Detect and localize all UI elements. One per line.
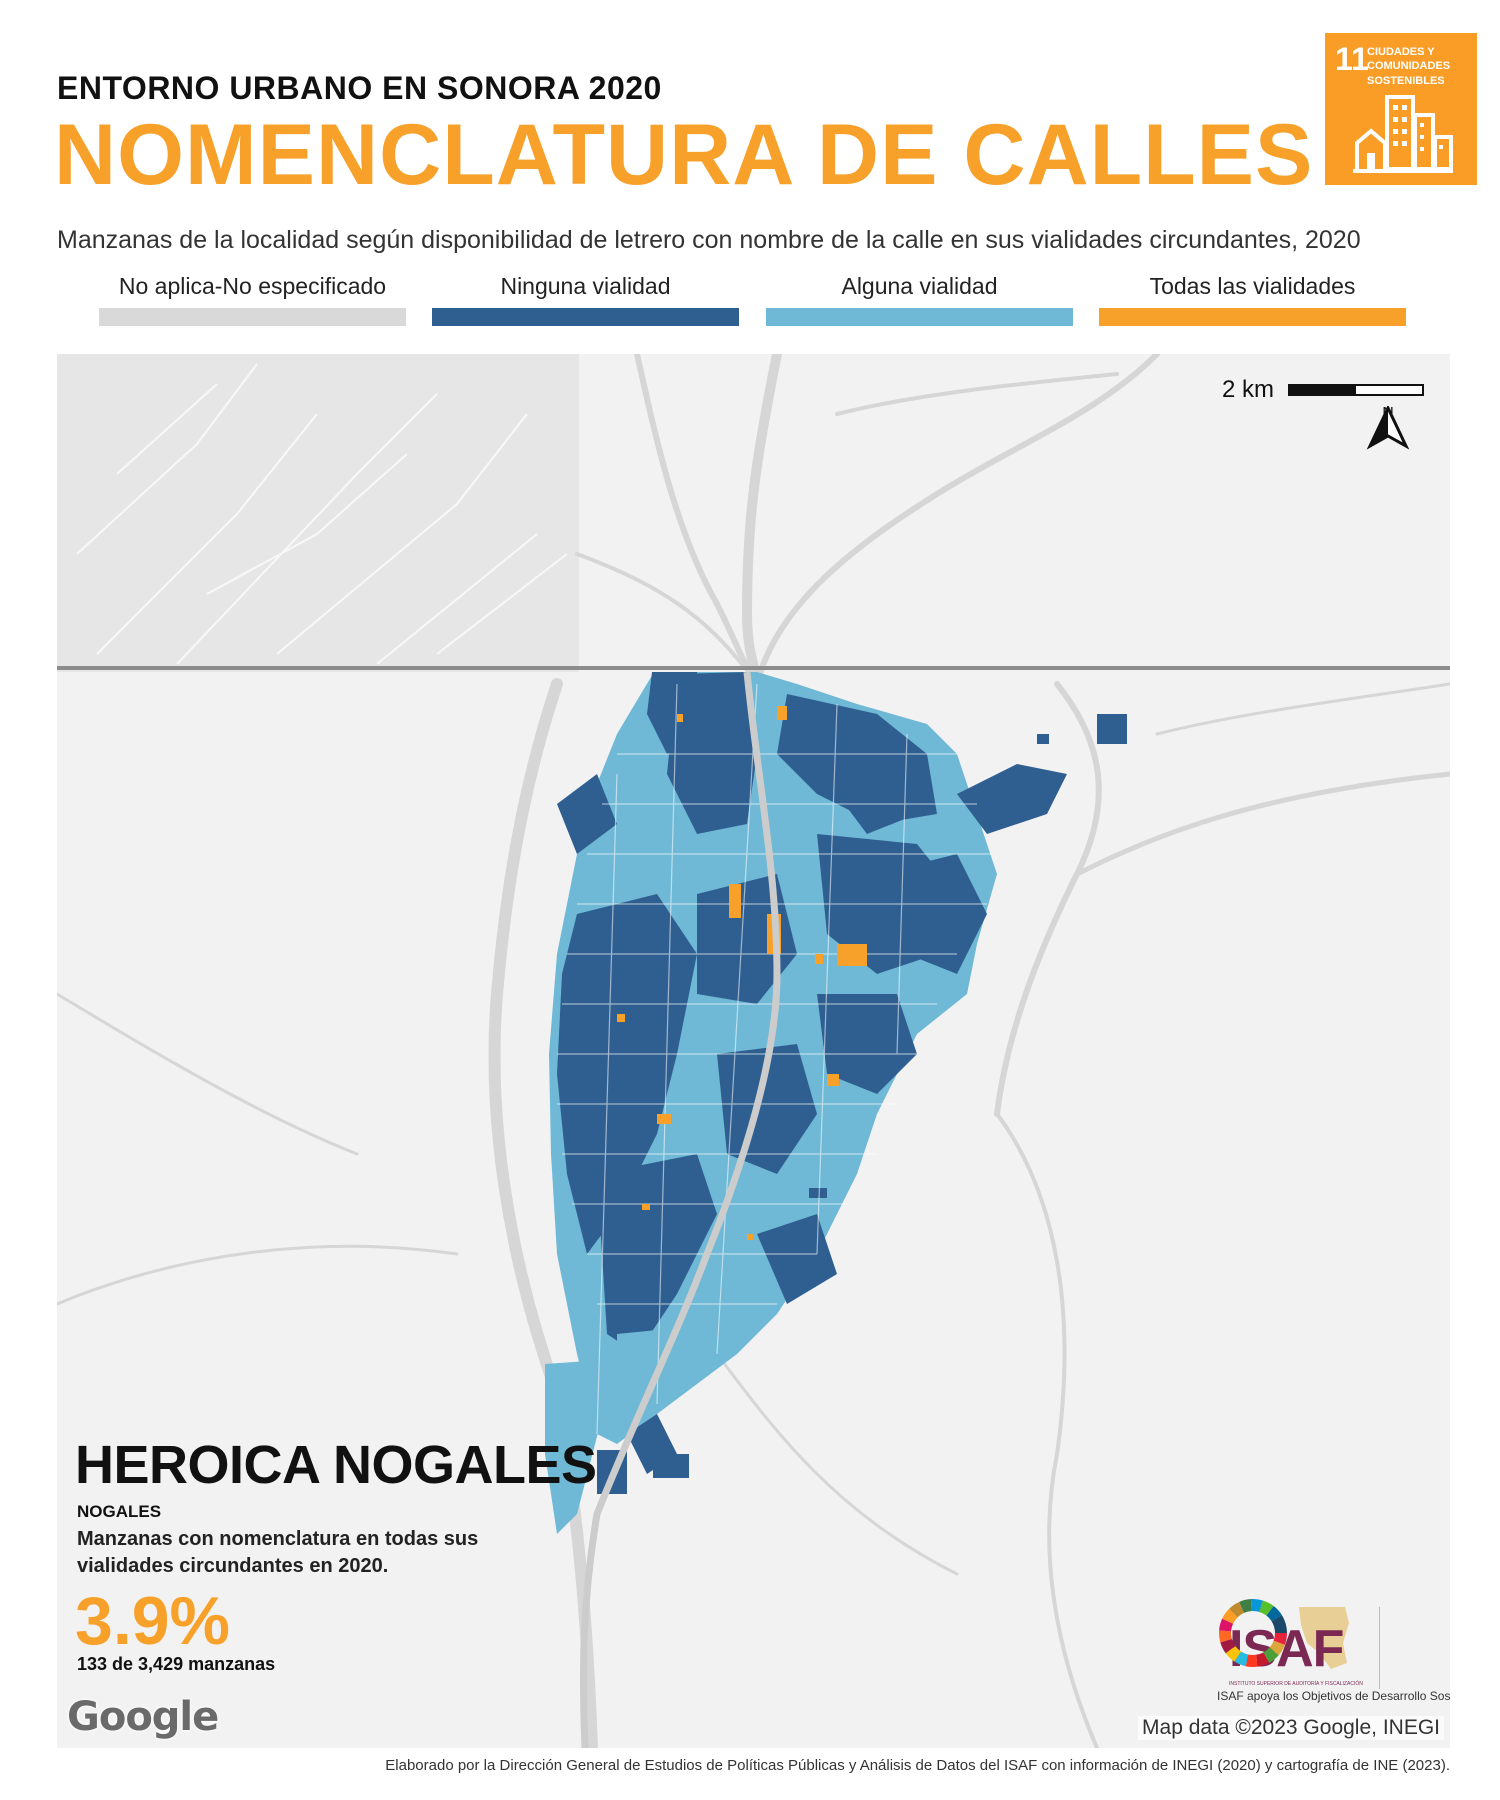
legend-item-ninguna: Ninguna vialidad	[432, 270, 739, 326]
scale-label: 2 km	[1221, 376, 1274, 403]
indicator-description: Manzanas con nomenclatura en todas sus v…	[77, 1528, 479, 1577]
map-subtitle: Manzanas de la localidad según disponibi…	[57, 226, 1361, 254]
north-arrow-icon	[1366, 406, 1410, 450]
sdg-wheel-icon	[1219, 1599, 1287, 1667]
report-kicker: ENTORNO URBANO EN SONORA 2020	[57, 70, 662, 106]
legend-swatch	[432, 308, 739, 326]
legend-item-alguna: Alguna vialidad	[766, 270, 1073, 326]
city-buildings-icon	[1353, 95, 1453, 173]
map-attribution: Map data ©2023 Google, INEGI	[1138, 1716, 1444, 1740]
municipality-name: NOGALES	[77, 1502, 162, 1521]
scale-bar	[1288, 384, 1424, 396]
north-arrow: N	[1366, 406, 1410, 468]
road-network	[57, 354, 1450, 1748]
google-logo: Google	[67, 1694, 219, 1740]
legend-label: No aplica-No especificado	[118, 273, 387, 299]
block-count: 133 de 3,429 manzanas	[77, 1654, 276, 1674]
isaf-logo-block: ISAF INSTITUTO SUPERIOR DE AUDITORÍA Y F…	[1217, 1597, 1450, 1707]
legend-item-no-aplica: No aplica-No especificado	[99, 270, 406, 326]
sonora-map-icon	[1299, 1607, 1349, 1669]
map-canvas[interactable]: 2 km N HEROICA NOGALES NOGALES Manzanas …	[57, 354, 1450, 1748]
sdg-label: CIUDADES Y COMUNIDADES SOSTENIBLES	[1367, 46, 1451, 87]
sdg-number: 11	[1335, 41, 1369, 77]
sdg-11-badge: 11 CIUDADES Y COMUNIDADES SOSTENIBLES	[1325, 33, 1477, 185]
block-texture	[557, 683, 992, 1435]
locality-name: HEROICA NOGALES	[75, 1435, 597, 1495]
terrain-texture	[76, 363, 568, 665]
credits-footer: Elaborado por la Dirección General de Es…	[385, 1757, 1450, 1774]
isaf-full-name: INSTITUTO SUPERIOR DE AUDITORÍA Y FISCAL…	[1229, 1681, 1363, 1687]
indicator-percentage: 3.9%	[75, 1583, 230, 1659]
map-graphic	[57, 354, 1450, 1748]
legend-swatch	[1099, 308, 1406, 326]
terrain-patch	[57, 354, 579, 672]
isaf-caption: ISAF apoya los Objetivos de Desarrollo S…	[1217, 1689, 1450, 1703]
legend-swatch	[766, 308, 1073, 326]
page-title: NOMENCLATURA DE CALLES	[54, 107, 1314, 203]
south-strip-alguna	[617, 1329, 667, 1404]
legend-item-todas: Todas las vialidades	[1099, 270, 1406, 326]
legend-swatch	[99, 308, 406, 326]
legend-label: Ninguna vialidad	[500, 273, 671, 299]
highway-corridor	[579, 671, 781, 1748]
legend-label: Alguna vialidad	[841, 273, 998, 299]
south-extension-alguna	[545, 1359, 617, 1534]
logo-divider	[1379, 1607, 1380, 1689]
legend-label: Todas las vialidades	[1149, 273, 1356, 299]
